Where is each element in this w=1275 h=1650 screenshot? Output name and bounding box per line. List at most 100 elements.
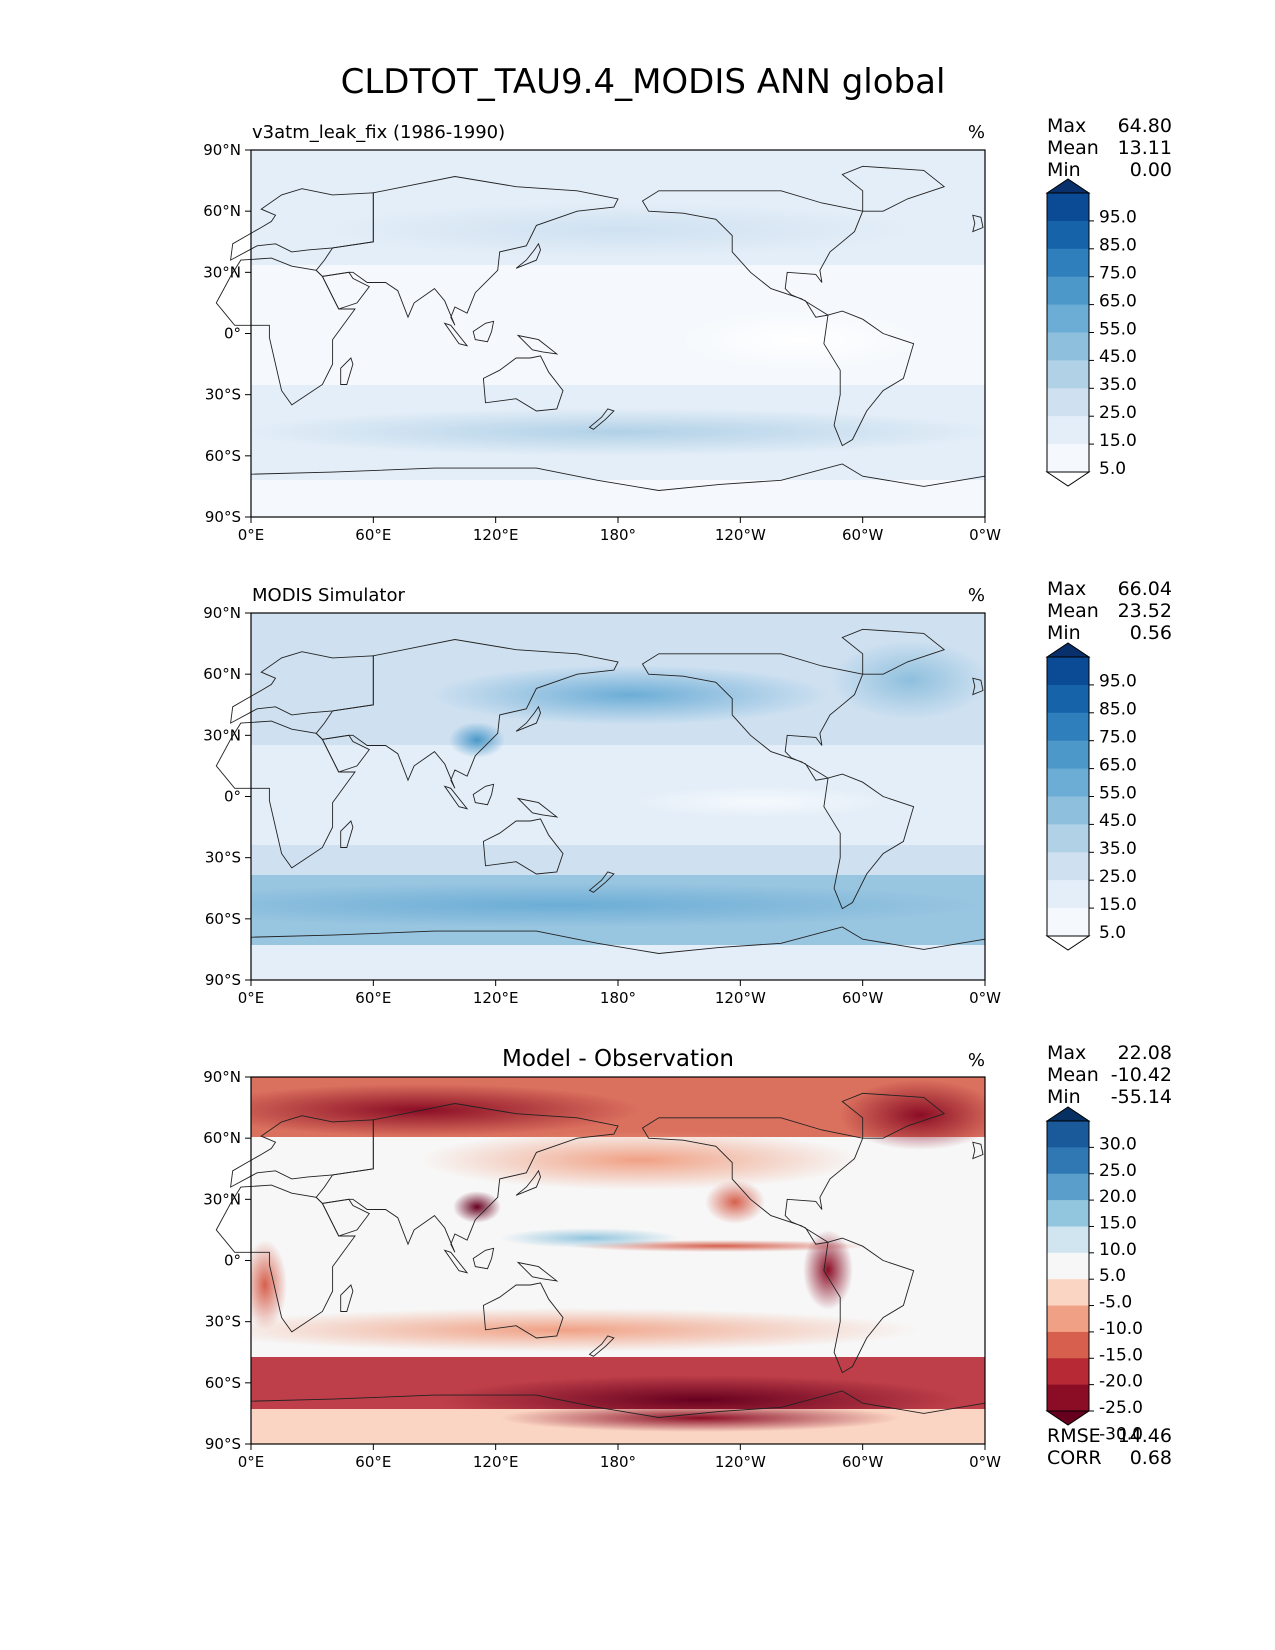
colorbar-label: 5.0 bbox=[1099, 459, 1126, 479]
stat-value: -55.14 bbox=[1111, 1086, 1172, 1108]
field-southern-ocean-band bbox=[251, 408, 985, 456]
field-china-deficit bbox=[453, 1191, 501, 1223]
colorbar-extend-bottom bbox=[1045, 1410, 1091, 1426]
field-north-atlantic-band bbox=[830, 640, 985, 720]
field-north-pacific-deficit bbox=[420, 1130, 860, 1190]
x-tick-label: 0°W bbox=[969, 989, 1001, 1007]
colorbar-bin bbox=[1047, 908, 1089, 937]
y-tick-label: 90°S bbox=[205, 971, 241, 989]
colorbar-bin bbox=[1047, 304, 1089, 333]
coastline-new-zealand bbox=[588, 408, 615, 430]
x-tick-label: 60°E bbox=[355, 989, 391, 1007]
colorbar-bin bbox=[1047, 1147, 1089, 1175]
coastline-uk bbox=[972, 214, 984, 233]
colorbar-label: -30.0 bbox=[1099, 1424, 1143, 1444]
field-antarctica bbox=[251, 945, 985, 980]
coastline-new-zealand bbox=[588, 1335, 615, 1357]
colorbar-label: -20.0 bbox=[1099, 1372, 1143, 1392]
coastline-new-zealand bbox=[588, 871, 615, 893]
y-tick-label: 60°N bbox=[203, 665, 241, 683]
field-southern-ocean-core bbox=[251, 883, 980, 927]
x-tick-label: 60°E bbox=[355, 1453, 391, 1471]
field-east-pacific-clear bbox=[680, 310, 920, 370]
field-east-pacific-clear bbox=[630, 786, 890, 818]
coastline-japan bbox=[515, 242, 541, 269]
stat-value: 22.08 bbox=[1118, 1042, 1172, 1064]
field-arctic-core bbox=[251, 1084, 640, 1136]
coastline-greenland bbox=[841, 165, 946, 212]
coastline-greenland bbox=[841, 1092, 946, 1139]
colorbar-label: 15.0 bbox=[1099, 431, 1137, 451]
skill-stats: RMSE 14.46 CORR 0.68 bbox=[1047, 1425, 1172, 1469]
colorbar: 30.0 25.0 20.0 15.0 10.0 5.0 -5.0 -10.0 -15.0 -20… bbox=[1045, 1106, 1143, 1444]
coastline-new-guinea bbox=[516, 334, 559, 355]
coastline-south-america bbox=[823, 310, 915, 447]
x-tick-label: 120°E bbox=[473, 526, 519, 544]
field-north-storm-track bbox=[320, 202, 920, 258]
coastline-madagascar bbox=[340, 357, 354, 385]
stat-label: Mean bbox=[1047, 1064, 1099, 1086]
colorbar-bin bbox=[1047, 852, 1089, 881]
stat-value: 13.11 bbox=[1118, 137, 1172, 159]
x-tick-label: 180° bbox=[600, 989, 636, 1007]
colorbar-bin bbox=[1047, 684, 1089, 714]
colorbar-bin bbox=[1047, 740, 1089, 769]
colorbar-label: 45.0 bbox=[1099, 811, 1137, 831]
stats-box: Max 66.04 Mean 23.52 Min 0.56 bbox=[1047, 578, 1172, 644]
stat-value: 0.56 bbox=[1130, 622, 1172, 644]
stat-label: CORR bbox=[1047, 1447, 1102, 1469]
y-tick-label: 60°N bbox=[203, 1129, 241, 1147]
field-subtropical-south-deficit bbox=[251, 1308, 920, 1352]
colorbar-bin bbox=[1047, 193, 1089, 222]
field-east-pacific-deficit bbox=[705, 1180, 765, 1224]
colorbar-bin bbox=[1047, 1252, 1089, 1280]
y-axis: 90°N 60°N 30°N 0° 30°S 60°S 90°S bbox=[203, 141, 251, 526]
colorbar-label: 85.0 bbox=[1099, 236, 1137, 256]
y-tick-label: 30°S bbox=[205, 849, 241, 867]
coastline-madagascar bbox=[340, 1284, 354, 1312]
coastline-north-america bbox=[641, 190, 864, 318]
coastline-sumatra bbox=[443, 1249, 469, 1274]
y-tick-label: 90°N bbox=[203, 1068, 241, 1086]
colorbar-bin bbox=[1047, 1226, 1089, 1254]
colorbar-extend-top bbox=[1045, 1106, 1091, 1122]
colorbar-bin bbox=[1047, 1279, 1089, 1306]
colorbar-bin bbox=[1047, 712, 1089, 742]
y-axis: 90°N 60°N 30°N 0° 30°S 60°S 90°S bbox=[203, 1068, 251, 1453]
colorbar-bin bbox=[1047, 657, 1089, 686]
coastline-europe bbox=[230, 1115, 374, 1188]
colorbar-frame bbox=[1046, 1120, 1090, 1412]
colorbar-label: 15.0 bbox=[1099, 1214, 1137, 1234]
coastline-south-america bbox=[823, 773, 915, 910]
y-tick-label: 0° bbox=[224, 1252, 241, 1270]
panel-observation: MODIS Simulator % 0°E 60°E 120°E 180° 120°W 6… bbox=[203, 578, 1172, 1007]
colorbar-label: 35.0 bbox=[1099, 375, 1137, 395]
panel-model: v3atm_leak_fix (1986-1990) % 0°E 60°E 120°… bbox=[203, 115, 1172, 544]
colorbar-extend-bottom bbox=[1045, 471, 1091, 487]
coastline-north-america bbox=[641, 653, 864, 781]
colorbar-bin bbox=[1047, 444, 1089, 473]
colorbar-label: 10.0 bbox=[1099, 1240, 1137, 1260]
colorbar-label: 65.0 bbox=[1099, 291, 1137, 311]
panel-units: % bbox=[968, 122, 985, 143]
x-tick-label: 180° bbox=[600, 1453, 636, 1471]
stats-box: Max 64.80 Mean 13.11 Min 0.00 bbox=[1047, 115, 1172, 181]
field-china-maximum bbox=[449, 722, 505, 758]
colorbar-bin bbox=[1047, 1384, 1089, 1412]
field-north-pacific-band bbox=[430, 665, 830, 725]
field-antarctica bbox=[251, 480, 985, 517]
colorbar: 95.0 85.0 75.0 65.0 55.0 45.0 35.0 25.0 15.0 5.0 bbox=[1045, 642, 1137, 951]
coastline-south-america bbox=[823, 1237, 915, 1374]
colorbar: 95.0 85.0 75.0 65.0 55.0 45.0 35.0 25.0 15.0 5.0 bbox=[1045, 178, 1137, 487]
colorbar-bin bbox=[1047, 416, 1089, 445]
coastline-africa bbox=[215, 720, 356, 869]
colorbar-label: 5.0 bbox=[1099, 1266, 1126, 1286]
x-tick-label: 120°W bbox=[715, 989, 766, 1007]
x-tick-label: 0°W bbox=[969, 526, 1001, 544]
colorbar-label: 55.0 bbox=[1099, 319, 1137, 339]
x-tick-label: 60°W bbox=[842, 526, 884, 544]
y-tick-label: 60°S bbox=[205, 1374, 241, 1392]
coastline-europe bbox=[230, 188, 374, 261]
field-antarctica-core bbox=[500, 1404, 900, 1432]
